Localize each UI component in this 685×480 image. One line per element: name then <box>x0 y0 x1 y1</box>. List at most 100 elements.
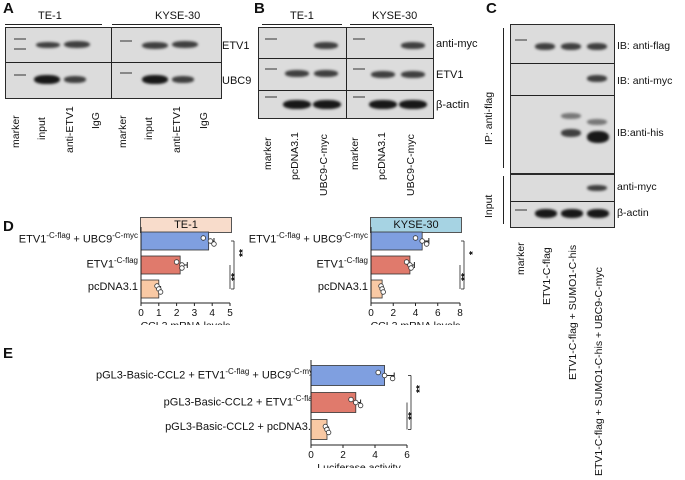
lane-a-2: input <box>36 117 48 140</box>
panel-b-blot <box>258 27 434 119</box>
d-kyse-point-1-2 <box>419 238 425 244</box>
d-te1-bar-1 <box>140 231 210 251</box>
panel-c-divider-1 <box>511 63 614 64</box>
e-luc-xtick-label-3: 6 <box>404 450 410 461</box>
band-a-ubc9-ip-te1 <box>64 76 86 83</box>
d-kyse-bar-1 <box>370 231 423 251</box>
band-c-actin-2 <box>561 209 583 218</box>
d-left-cat-3: pcDNA3.1 <box>87 281 138 293</box>
band-c-his-3 <box>587 119 607 125</box>
e-luc-point-1-3 <box>389 375 396 382</box>
lane-a-1: marker <box>10 115 22 148</box>
band-b-actin-4 <box>399 100 427 109</box>
panel-label-d: D <box>3 218 14 235</box>
lane-a-8: IgG <box>198 112 210 129</box>
d-kyse-xlabel: CCL2 mRNA levels <box>371 320 461 325</box>
d-te1-sig-1: ** <box>238 249 249 257</box>
e-luc-point-3-3 <box>325 429 332 436</box>
e-luc-bar-2 <box>310 392 357 413</box>
d-kyse-point-3-3 <box>380 289 386 295</box>
panel-a-blot <box>5 27 222 99</box>
band-c-his-2 <box>561 129 581 137</box>
d-te1-xlabel: CCL2 mRNA levels <box>141 320 231 325</box>
d-te1-point-1-1 <box>200 235 206 241</box>
d-kyse-point-1-1 <box>412 235 419 241</box>
d-te1-xtick-label-3: 3 <box>192 308 198 319</box>
d-kyse-bar-2 <box>370 255 411 275</box>
e-luc-bar-1 <box>310 365 385 386</box>
lane-a-4: IgG <box>90 112 102 129</box>
d-kyse-sig-1: * <box>468 251 479 255</box>
lane-c-2: ETV1-C-flag <box>541 247 553 305</box>
band-a-etv1-ip-te1 <box>64 41 90 48</box>
panel-a-cell-kyse30: KYSE-30 <box>155 10 201 22</box>
panel-a-cell-te1: TE-1 <box>38 10 62 22</box>
panel-a-row-etv1: ETV1 <box>222 40 250 52</box>
e-luc-point-2-2 <box>353 399 359 406</box>
lane-a-6: input <box>143 117 155 140</box>
e-luc-xtick-label-0: 0 <box>308 450 314 461</box>
panel-a-underline-right <box>112 24 220 25</box>
band-c-his-1 <box>561 113 581 119</box>
d-te1-point-2-1 <box>173 259 180 265</box>
e-luc-point-1-1 <box>375 369 381 376</box>
d-right-cat-3: pcDNA3.1 <box>317 281 368 293</box>
panel-label-a: A <box>3 0 14 17</box>
lane-b-3: UBC9-C-myc <box>318 134 330 196</box>
e-luc-xtick-label-2: 4 <box>372 450 378 461</box>
e-luc-xlabel: Luciferase activity <box>317 462 401 468</box>
panel-c-row-his: IB:anti-his <box>617 127 664 139</box>
band-b-etv1-pc-kyse <box>371 71 395 78</box>
panel-c-row-myc: IB: anti-myc <box>617 75 673 87</box>
panel-label-c: C <box>486 0 497 17</box>
d-kyse-sig-2: ** <box>460 273 471 281</box>
band-b-etv1-ubc-te1 <box>314 70 338 77</box>
lane-b-5: pcDNA3.1 <box>376 132 388 180</box>
band-b-etv1-pc-te1 <box>285 70 309 77</box>
d-kyse-xtick-label-1: 2 <box>390 308 396 319</box>
lane-b-6: UBC9-C-myc <box>405 134 417 196</box>
panel-c-side-ip: IP: anti-flag <box>483 91 495 145</box>
panel-b-cell-divider <box>346 28 347 118</box>
chart-d-te1: 0 1 2 34 5CCL2 mRNA levels ** ** <box>138 227 249 325</box>
band-b-actin-1 <box>283 100 311 109</box>
panel-c-input-bracket <box>503 176 504 224</box>
lane-c-1: marker <box>515 242 527 275</box>
d-kyse-xtick-label-3: 6 <box>435 308 441 319</box>
panel-c-divider-3 <box>511 201 614 202</box>
band-c-flag-2 <box>561 43 581 50</box>
panel-c-input-blot <box>510 174 615 228</box>
panel-a-underline-left <box>5 24 102 25</box>
panel-c-ip-bracket <box>503 28 504 168</box>
d-te1-xtick-label-0: 0 <box>138 308 144 319</box>
d-te1-xtick-label-1: 1 <box>156 308 162 319</box>
e-cat-1: pGL3-Basic-CCL2 + ETV1-C-flag + UBC9-C-m… <box>96 367 317 382</box>
panel-b-row-myc: anti-myc <box>436 38 478 50</box>
d-te1-xtick-label-2: 2 <box>174 308 180 319</box>
lane-a-7: anti-ETV1 <box>171 106 183 153</box>
band-c-his-4 <box>587 131 609 143</box>
panel-b-cell-kyse30: KYSE-30 <box>372 10 418 22</box>
panel-d-title-kyse30: KYSE-30 <box>370 217 462 233</box>
d-te1-point-2-3 <box>179 265 185 271</box>
panel-b-row-etv1: ETV1 <box>436 69 464 81</box>
panel-b-row-actin: β-actin <box>436 99 470 111</box>
band-b-myc-te1 <box>314 42 338 49</box>
d-kyse-xtick-label-4: 8 <box>457 308 463 319</box>
band-b-actin-2 <box>313 100 341 109</box>
lane-a-5: marker <box>117 115 129 148</box>
d-kyse-point-1-3 <box>423 241 430 247</box>
d-right-cat-2: ETV1-C-flag <box>316 256 368 271</box>
band-c-myc-input <box>587 185 607 191</box>
d-te1-bar-2 <box>140 255 181 275</box>
band-a-ubc9-input-kyse <box>142 75 168 84</box>
band-a-etv1-input-te1 <box>36 42 60 48</box>
band-c-myc-ip <box>587 75 607 82</box>
panel-a-row-ubc9: UBC9 <box>222 75 252 87</box>
band-c-flag-1 <box>535 43 555 50</box>
band-c-actin-3 <box>587 209 609 218</box>
band-b-myc-kyse <box>401 42 425 49</box>
band-a-etv1-input-kyse <box>142 42 168 49</box>
e-luc-xtick-label-1: 2 <box>340 450 346 461</box>
panel-c-ip-blot <box>510 24 615 174</box>
